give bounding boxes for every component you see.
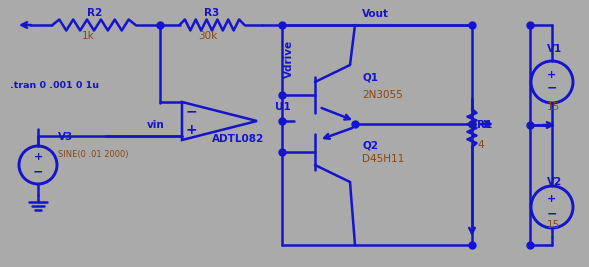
Text: +: + (547, 194, 557, 205)
Text: Q1: Q1 (362, 72, 378, 82)
Text: +: + (34, 152, 42, 163)
Text: +: + (185, 123, 197, 137)
Text: −: − (33, 165, 43, 178)
Text: .tran 0 .001 0 1u: .tran 0 .001 0 1u (10, 80, 99, 89)
Text: R2: R2 (87, 8, 102, 18)
Text: 1k: 1k (82, 31, 94, 41)
Text: Q2: Q2 (362, 140, 378, 150)
Text: R3: R3 (204, 8, 220, 18)
Text: V3: V3 (58, 132, 73, 142)
Text: U1: U1 (275, 102, 291, 112)
Text: Vdrive: Vdrive (284, 40, 294, 78)
Text: V1: V1 (547, 44, 562, 54)
Text: +: + (547, 69, 557, 80)
Text: 2N3055: 2N3055 (362, 90, 403, 100)
Text: −: − (547, 207, 557, 220)
Text: vin: vin (147, 120, 165, 130)
Text: −: − (547, 82, 557, 95)
Text: 15: 15 (547, 220, 560, 230)
Text: V2: V2 (547, 177, 562, 187)
Text: 30k: 30k (198, 31, 217, 41)
Text: 4: 4 (477, 140, 484, 150)
Text: Vout: Vout (362, 9, 389, 19)
Text: 15: 15 (547, 102, 560, 112)
Text: −: − (185, 104, 197, 118)
Text: SINE(0 .01 2000): SINE(0 .01 2000) (58, 151, 128, 159)
Text: D45H11: D45H11 (362, 154, 404, 164)
Text: R1: R1 (477, 120, 492, 130)
Text: ADTL082: ADTL082 (212, 134, 264, 144)
